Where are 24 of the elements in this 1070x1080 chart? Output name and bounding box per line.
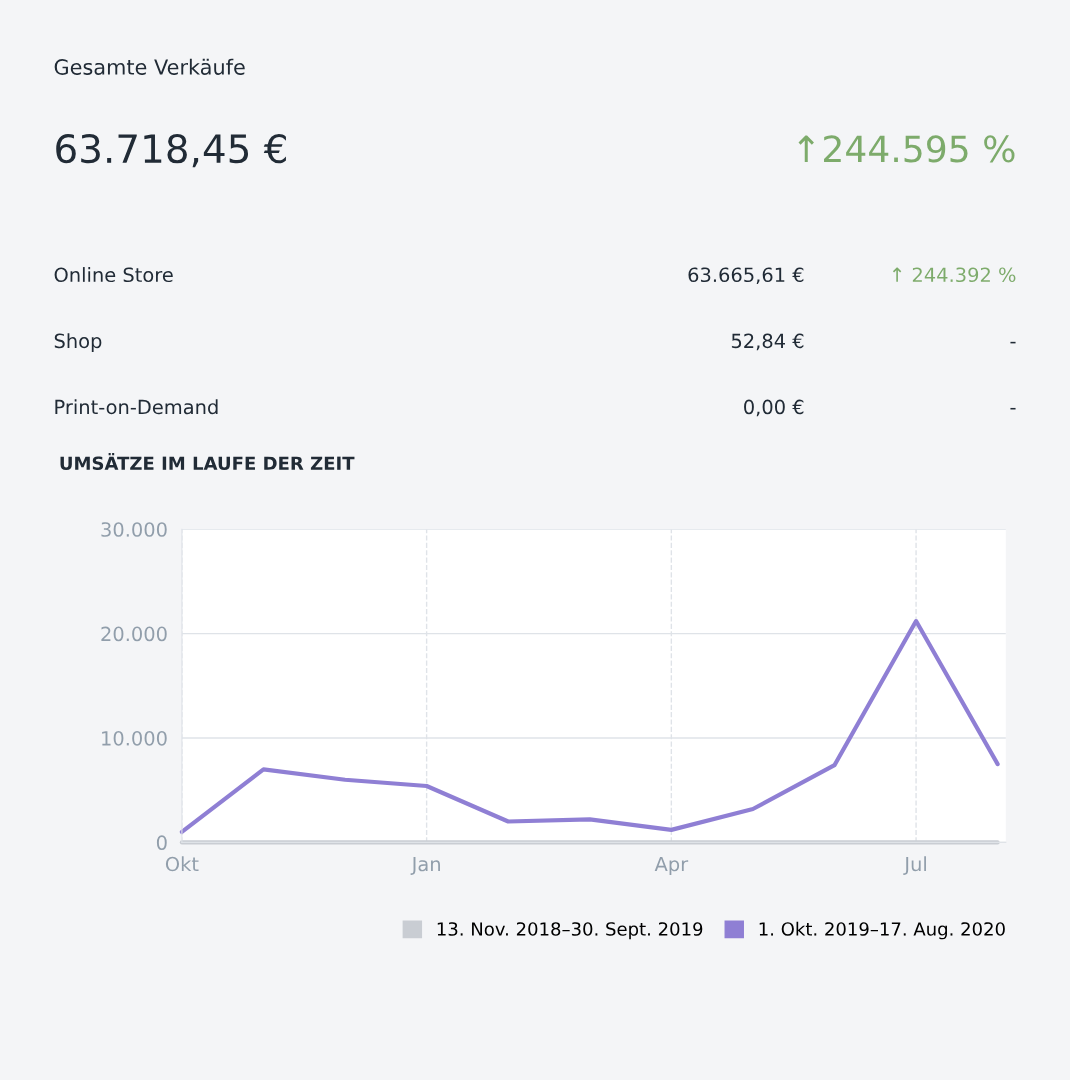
x-tick-label: Okt [165, 856, 199, 872]
text: Print-on-Demand [55, 399, 218, 415]
y-tick-label: 10.000 [102, 730, 167, 746]
legend-label: 13. Nov. 2018–30. Sept. 2019 [437, 922, 703, 940]
chart-title: UMSÄTZE IM LAUFE DER ZEIT [60, 453, 355, 471]
text: 52,84 € [731, 333, 804, 351]
text: 63.718,45 € [56, 133, 286, 168]
text: 63.665,61 € [688, 267, 804, 285]
y-tick-label: 30.000 [101, 522, 167, 537]
text: Shop [54, 333, 102, 352]
x-tick-label: Jan [410, 856, 440, 875]
x-tick-label: Apr [654, 856, 689, 876]
text: ↑ 244.392 % [892, 267, 1016, 283]
text: - [1010, 407, 1016, 410]
legend-label: 1. Okt. 2019–17. Aug. 2020 [759, 921, 1005, 940]
y-tick-label: 20.000 [101, 626, 167, 642]
text: Gesamte Verkäufe [54, 58, 245, 75]
text: 0,00 € [744, 399, 804, 417]
line-series [179, 618, 1000, 835]
y-tick-label: 0 [156, 835, 167, 851]
x-tick-label: Jul [903, 856, 926, 875]
text: ↑244.595 % [798, 135, 1015, 163]
text: Online Store [54, 267, 173, 283]
text: - [1010, 341, 1016, 344]
